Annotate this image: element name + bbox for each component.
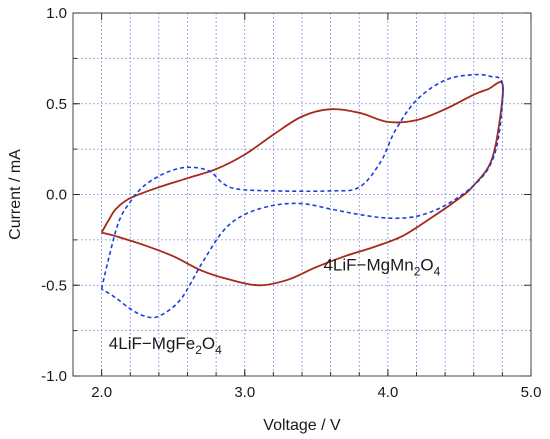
y-axis-label: Current / mA [7, 149, 24, 240]
x-axis-label: Voltage / V [263, 417, 341, 434]
y-tick-label: -1.0 [41, 368, 67, 385]
y-tick-label: 0.0 [46, 187, 67, 204]
series-layer [100, 73, 504, 319]
series-line-mgfe2o4 [100, 73, 504, 319]
y-tick-label: 1.0 [46, 5, 67, 22]
x-tick-label: 3.0 [234, 384, 255, 401]
grid [73, 13, 531, 376]
tick-marks [72, 12, 532, 377]
tick-labels: 2.0 3.0 4.0 5.0 1.0 0.5 0.0 -0.5 -1.0 [41, 5, 541, 401]
x-tick-label: 5.0 [521, 384, 542, 401]
y-tick-label: 0.5 [46, 96, 67, 113]
x-tick-label: 4.0 [377, 384, 398, 401]
annotation-mgmn2o4: 4LiF−MgMn2O4 [323, 256, 440, 279]
y-tick-label: -0.5 [41, 277, 67, 294]
x-tick-label: 2.0 [91, 384, 112, 401]
annotation-mgfe2o4: 4LiF−MgFe2O4 [109, 334, 222, 357]
